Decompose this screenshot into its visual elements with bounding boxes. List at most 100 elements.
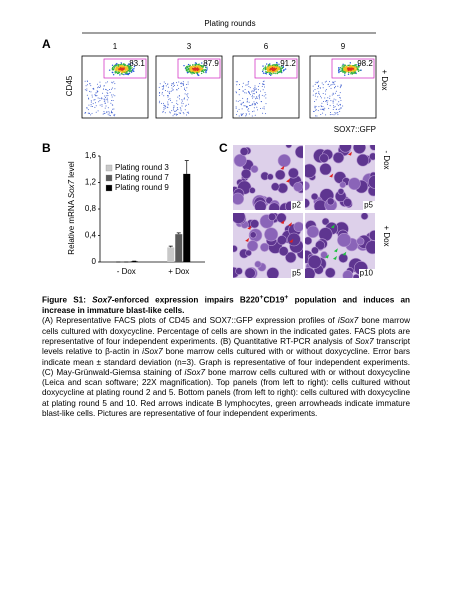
facs-dot (326, 100, 328, 102)
facs-dot (254, 85, 256, 87)
facs-dot (185, 83, 187, 85)
facs-dot (334, 83, 336, 85)
facs-dot (120, 68, 123, 70)
facs-dot (312, 94, 314, 96)
facs-dot (167, 83, 169, 85)
facs-dot (256, 91, 258, 93)
facs-dot (107, 81, 109, 83)
text: iSox7 (184, 367, 206, 377)
y-label-part: Relative mRNA (67, 198, 76, 254)
facs-dot (163, 109, 165, 111)
facs-dot (263, 67, 265, 70)
facs-dot (166, 106, 168, 108)
cell (254, 260, 262, 268)
facs-dot (333, 81, 335, 83)
facs-dot (357, 67, 359, 69)
facs-dot (355, 64, 358, 66)
facs-dot (312, 90, 314, 92)
facs-dot (126, 73, 128, 75)
facs-dot (180, 85, 182, 87)
side-label: + Dox (380, 69, 389, 90)
facs-dot (355, 66, 358, 68)
facs-dot (118, 70, 121, 72)
facs-dot (325, 90, 327, 92)
facs-dot (205, 71, 207, 74)
facs-dot (236, 92, 238, 94)
facs-dot (276, 61, 278, 64)
facs-dot (93, 99, 95, 101)
facs-dot (329, 105, 331, 107)
facs-dot (313, 110, 315, 112)
facs-dot (279, 71, 282, 73)
facs-dot (332, 109, 334, 111)
facs-dot (119, 63, 122, 66)
facs-dot (200, 72, 203, 75)
header: Plating rounds (204, 19, 255, 28)
facs-dot (128, 72, 131, 75)
facs-dot (280, 70, 283, 72)
facs-dot (238, 84, 240, 86)
facs-dot (191, 73, 193, 75)
facs-dot (248, 108, 250, 110)
bar (167, 247, 175, 262)
facs-dot (181, 99, 183, 101)
facs-dot (325, 114, 327, 116)
facs-dot (242, 113, 244, 115)
cell (294, 145, 303, 159)
facs-dot (235, 81, 237, 83)
facs-dot (162, 102, 164, 104)
facs-dot (84, 80, 86, 82)
facs-dot (173, 105, 175, 107)
facs-dot (256, 106, 258, 108)
facs-dot (314, 107, 316, 109)
facs-dot (333, 107, 335, 109)
facs-dot (236, 81, 238, 83)
facs-dot (180, 83, 182, 85)
facs-plot (309, 55, 377, 119)
facs-dot (104, 98, 106, 100)
facs-dot (338, 70, 340, 73)
facs-dot (312, 85, 314, 87)
facs-dot (108, 111, 110, 113)
facs-dot (331, 94, 333, 96)
facs-dot (328, 107, 330, 109)
facs-dot (159, 91, 161, 93)
facs-dot (202, 67, 204, 69)
facs-dot (184, 109, 186, 111)
facs-dot (341, 65, 343, 67)
facs-dot (163, 95, 165, 97)
facs-dot (112, 66, 115, 68)
facs-dot (193, 72, 196, 75)
facs-dot (258, 96, 260, 98)
facs-dot (273, 65, 275, 68)
y-label-part: Sox7 (67, 179, 76, 198)
facs-dot (244, 88, 246, 90)
facs-dot (337, 105, 339, 107)
facs-dot (329, 97, 331, 99)
facs-dot (248, 91, 250, 93)
facs-dot (251, 94, 253, 96)
facs-dot (171, 101, 173, 103)
facs-dot (235, 91, 237, 93)
facs-dot (314, 101, 316, 103)
facs-dot (167, 86, 169, 88)
round-label: 3 (187, 42, 192, 51)
cell (245, 249, 252, 257)
bar (175, 234, 183, 262)
facs-dot (183, 87, 185, 89)
facs-dot (241, 114, 243, 116)
facs-dot (174, 113, 176, 115)
facs-dot (117, 65, 120, 67)
facs-dot (360, 69, 362, 71)
facs-dot (337, 95, 339, 97)
facs-dot (162, 88, 164, 90)
facs-dot (133, 70, 135, 73)
facs-dot (110, 88, 112, 90)
facs-dot (275, 72, 277, 75)
y-tick-label: 0,8 (85, 204, 97, 213)
facs-dot (338, 108, 340, 110)
facs-dot (88, 98, 90, 100)
facs-dot (171, 85, 173, 87)
facs-dot (339, 104, 341, 106)
